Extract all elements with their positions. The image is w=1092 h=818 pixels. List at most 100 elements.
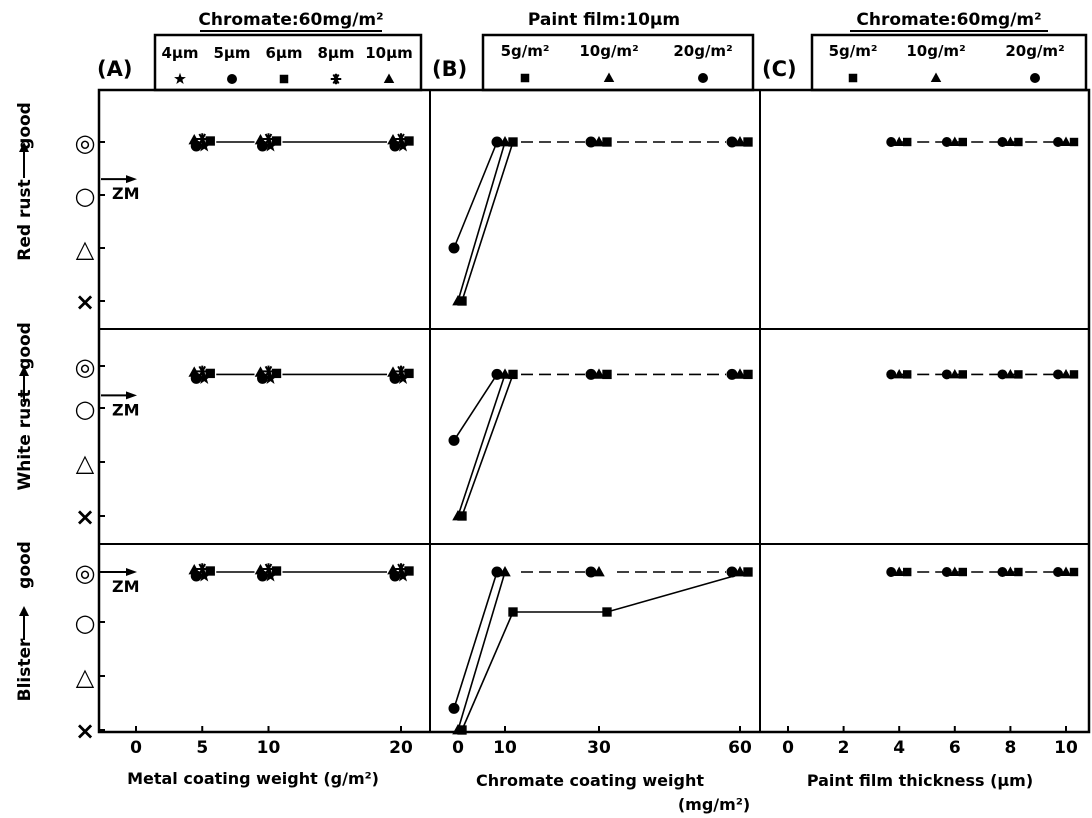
data-point-10um: [387, 563, 399, 575]
data-point-5g-m2: [457, 725, 467, 735]
data-point-20g-m2: [448, 702, 460, 714]
data-point-10g-m2: [1060, 566, 1072, 576]
data-point-6um: [404, 368, 414, 379]
series-line-5g-m2: [461, 374, 514, 517]
data-point-5g-m2: [508, 607, 518, 617]
data-point-20g-m2: [726, 566, 738, 578]
legend-marker-circle: [1030, 73, 1040, 83]
rating-label: ×: [75, 503, 95, 531]
data-point-5g-m2: [958, 567, 968, 577]
data-point-5g-m2: [1014, 370, 1023, 379]
data-point-20g-m2: [585, 566, 597, 578]
data-point-20g-m2: [997, 567, 1008, 577]
series-line-20g-m2: [453, 571, 498, 709]
data-point-6um: [205, 566, 215, 576]
data-point-6um: [205, 368, 215, 379]
legend-marker-star: [174, 72, 186, 85]
row-label-blister-text: Blister: [15, 638, 35, 701]
series-line-20g-m2: [453, 373, 498, 441]
data-point-20g-m2: [886, 567, 897, 577]
series-line-10g-m2: [457, 141, 506, 302]
legend-marker-square: [520, 73, 530, 83]
data-point-6um: [404, 566, 414, 576]
data-point-10g-m2: [1060, 136, 1072, 146]
data-point-8um: [395, 365, 407, 378]
legend-entry-20g-m2: 20g/m²: [1005, 42, 1064, 60]
x-axis-title-b: Chromate coating weight: [476, 771, 704, 790]
series-line-10g-m2: [457, 374, 506, 517]
data-point-20g-m2: [491, 368, 503, 380]
row-label-white-rust-good: good: [15, 322, 35, 370]
x-tick-label: 20: [389, 738, 413, 758]
x-tick-label: 6: [949, 738, 961, 758]
panel-label-a: (A): [97, 57, 132, 81]
legend-entry-10g-m2: 10g/m²: [906, 42, 965, 60]
row-label-red-rust-arrowhead: [19, 142, 29, 152]
data-point-5g-m2: [1069, 567, 1079, 577]
rating-label: ×: [75, 717, 95, 745]
x-axis-title-c: Paint film thickness (μm): [807, 771, 1033, 790]
data-point-5g-m2: [602, 607, 612, 617]
data-point-10um: [188, 366, 201, 377]
data-point-8um: [262, 563, 275, 575]
data-point-20g-m2: [448, 242, 460, 254]
legend-entry-5g-m2: 5g/m²: [501, 42, 550, 60]
data-point-5g-m2: [1069, 370, 1079, 379]
data-point-5g-m2: [457, 296, 467, 306]
data-point-6um: [404, 136, 414, 146]
legend-c-title: Chromate:60mg/m²: [856, 10, 1041, 30]
data-point-20g-m2: [997, 137, 1008, 147]
data-point-4um: [263, 371, 278, 384]
series-line-20g-m2: [453, 141, 498, 249]
legend-marker-triangle: [930, 72, 942, 82]
data-point-10um: [254, 133, 267, 145]
data-point-6um: [271, 136, 282, 146]
data-point-20g-m2: [726, 368, 738, 380]
legend-b: Paint film:10μm 5g/m² 10g/m² 20g/m²: [481, 10, 755, 92]
data-point-4um: [263, 139, 278, 152]
data-point-10g-m2: [949, 368, 960, 379]
data-point-20g-m2: [1053, 369, 1063, 380]
data-point-10g-m2: [593, 368, 605, 379]
row-label-red-rust-good: good: [15, 102, 35, 150]
row-label-blister-arrowhead: [19, 606, 29, 616]
data-point-20g-m2: [886, 137, 897, 147]
rating-label: ◎: [75, 559, 96, 587]
data-point-8um: [262, 365, 275, 378]
data-point-8um: [395, 133, 407, 145]
data-point-10g-m2: [499, 368, 511, 379]
data-point-10g-m2: [734, 135, 746, 147]
data-point-6um: [205, 136, 215, 146]
x-tick-label: 0: [130, 738, 142, 758]
data-point-10g-m2: [949, 136, 960, 146]
legend-a-title: Chromate:60mg/m²: [198, 10, 383, 30]
panel-label-c: (C): [762, 57, 797, 81]
zm-label: ZM: [112, 400, 140, 419]
legend-marker-circle: [227, 74, 237, 84]
data-point-5g-m2: [1014, 137, 1023, 147]
legend-entry-8um: 8μm: [317, 44, 354, 62]
data-point-20g-m2: [941, 567, 952, 577]
legend-a: Chromate:60mg/m² 4μm 5μm 6μm 8μm 10μm: [153, 10, 423, 92]
data-point-4um: [396, 139, 410, 152]
row-label-red-rust: Red rust good: [15, 102, 35, 261]
data-point-10um: [387, 366, 399, 377]
legend-marker-square: [848, 73, 858, 83]
data-point-20g-m2: [1053, 567, 1063, 577]
legend-b-title: Paint film:10μm: [528, 10, 680, 30]
legend-entry-5um: 5μm: [213, 44, 250, 62]
zm-label: ZM: [112, 184, 140, 203]
data-point-20g-m2: [491, 566, 503, 578]
legend-marker-triangle: [603, 72, 615, 82]
panel-label-b: (B): [432, 57, 467, 81]
data-point-10g-m2: [1005, 136, 1016, 146]
x-axis-title-a: Metal coating weight (g/m²): [127, 769, 379, 788]
rating-label: ×: [75, 288, 95, 316]
data-point-4um: [396, 371, 410, 384]
rating-label: △: [76, 449, 95, 477]
data-point-5g-m2: [602, 369, 612, 380]
data-point-6um: [271, 566, 282, 576]
data-point-5g-m2: [1014, 567, 1023, 577]
data-point-5g-m2: [743, 369, 753, 380]
data-point-20g-m2: [726, 136, 738, 148]
